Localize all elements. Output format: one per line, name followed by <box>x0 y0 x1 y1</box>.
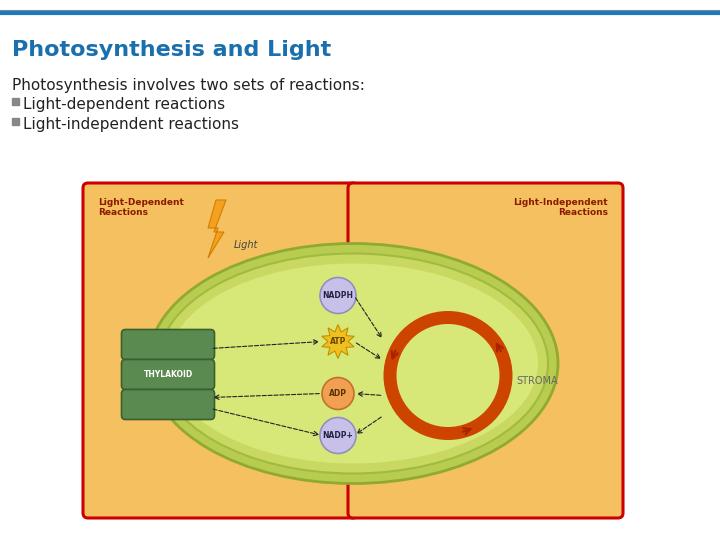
Bar <box>12 118 19 125</box>
Text: Photosynthesis involves two sets of reactions:: Photosynthesis involves two sets of reac… <box>12 78 365 93</box>
Circle shape <box>384 311 513 440</box>
FancyBboxPatch shape <box>83 183 358 518</box>
Polygon shape <box>322 325 354 359</box>
Text: Light-independent reactions: Light-independent reactions <box>23 117 239 132</box>
Text: ADP: ADP <box>329 389 347 398</box>
Polygon shape <box>208 200 226 258</box>
Ellipse shape <box>148 244 558 483</box>
Text: THYLAKOID: THYLAKOID <box>143 370 193 379</box>
Circle shape <box>320 417 356 454</box>
Text: NADPH: NADPH <box>323 291 354 300</box>
FancyBboxPatch shape <box>122 360 215 389</box>
Circle shape <box>397 324 500 427</box>
FancyBboxPatch shape <box>122 329 215 360</box>
Text: Photosynthesis and Light: Photosynthesis and Light <box>12 40 331 60</box>
Text: Light-dependent reactions: Light-dependent reactions <box>23 97 225 112</box>
Text: NADP+: NADP+ <box>323 431 354 440</box>
Circle shape <box>320 278 356 314</box>
Text: STROMA: STROMA <box>516 375 557 386</box>
Bar <box>12 98 19 105</box>
FancyBboxPatch shape <box>122 389 215 420</box>
Ellipse shape <box>168 264 538 463</box>
Circle shape <box>322 377 354 409</box>
Text: ATP: ATP <box>330 337 346 346</box>
Ellipse shape <box>158 253 548 474</box>
Text: Light-Dependent
Reactions: Light-Dependent Reactions <box>98 198 184 218</box>
FancyBboxPatch shape <box>348 183 623 518</box>
Text: Light: Light <box>234 240 258 250</box>
Text: Light-Independent
Reactions: Light-Independent Reactions <box>513 198 608 218</box>
